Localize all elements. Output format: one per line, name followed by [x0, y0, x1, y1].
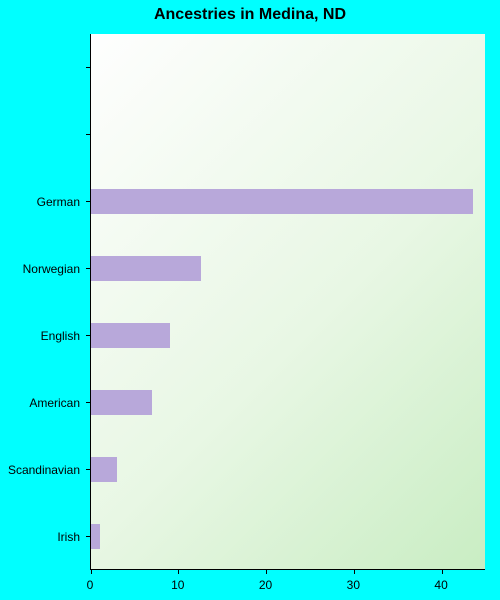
plot-area — [90, 34, 485, 570]
chart-container: Ancestries in Medina, ND City-Data.com G… — [0, 0, 500, 600]
x-tick — [91, 569, 92, 574]
y-axis-label: American — [0, 396, 80, 410]
x-tick — [178, 569, 179, 574]
chart-title: Ancestries in Medina, ND — [0, 6, 500, 24]
x-tick — [442, 569, 443, 574]
y-axis-label: Norwegian — [0, 262, 80, 276]
x-tick — [266, 569, 267, 574]
bar — [91, 256, 201, 281]
bar — [91, 189, 473, 214]
y-tick — [86, 134, 91, 135]
bar — [91, 457, 117, 482]
x-tick — [354, 569, 355, 574]
y-tick — [86, 67, 91, 68]
y-axis-label: Scandinavian — [0, 463, 80, 477]
bar — [91, 390, 152, 415]
x-axis-label: 20 — [259, 578, 272, 592]
x-axis-label: 10 — [171, 578, 184, 592]
x-axis-label: 0 — [87, 578, 94, 592]
bar — [91, 323, 170, 348]
x-axis-label: 40 — [434, 578, 447, 592]
bar — [91, 524, 100, 549]
y-axis-label: Irish — [0, 530, 80, 544]
y-axis-label: English — [0, 329, 80, 343]
x-axis-label: 30 — [347, 578, 360, 592]
y-axis-label: German — [0, 195, 80, 209]
